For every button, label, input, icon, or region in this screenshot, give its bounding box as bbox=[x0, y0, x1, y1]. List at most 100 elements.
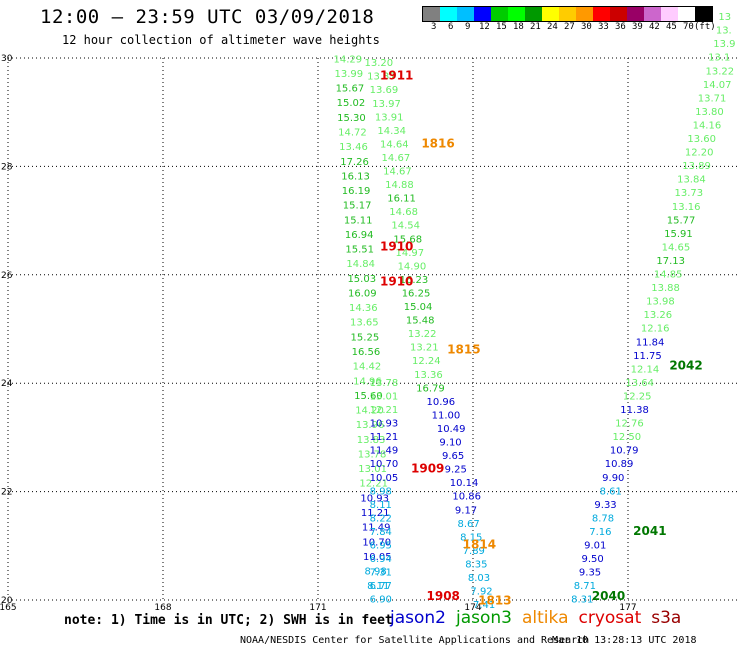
wave-height-value: 16.09 bbox=[348, 288, 377, 299]
wave-height-value: 7.16 bbox=[589, 527, 611, 538]
wave-height-value: 13.01 bbox=[370, 391, 399, 402]
wave-height-value: 11.84 bbox=[636, 337, 665, 348]
color-scale-label: 45 bbox=[666, 22, 677, 32]
wave-height-value: 16.79 bbox=[416, 383, 445, 394]
wave-height-value: 9.01 bbox=[584, 541, 606, 552]
color-scale-bar bbox=[422, 6, 713, 22]
wave-height-value: 8.15 bbox=[460, 532, 482, 543]
page-subtitle: 12 hour collection of altimeter wave hei… bbox=[62, 33, 380, 47]
wave-height-value: 10.96 bbox=[427, 397, 456, 408]
pass-time-label: 1816 bbox=[421, 136, 454, 150]
wave-height-value: 15.03 bbox=[347, 274, 376, 285]
wave-height-value: 15.51 bbox=[345, 245, 374, 256]
y-tick-label: 28 bbox=[1, 162, 13, 172]
wave-height-value: 10.89 bbox=[605, 459, 634, 470]
color-swatch bbox=[542, 7, 559, 21]
x-tick-label: 171 bbox=[309, 603, 326, 613]
wave-height-value: 8.71 bbox=[574, 581, 596, 592]
y-tick-label: 30 bbox=[1, 54, 13, 64]
color-swatch bbox=[423, 7, 440, 21]
color-scale-label: 6 bbox=[448, 22, 454, 32]
wave-height-value: 8.11 bbox=[370, 500, 392, 511]
wave-height-value: 16.19 bbox=[342, 186, 371, 197]
color-swatch bbox=[474, 7, 491, 21]
wave-height-value: 13 bbox=[718, 12, 731, 23]
wave-height-value: 10.49 bbox=[437, 424, 466, 435]
wave-height-value: 15.68 bbox=[393, 234, 422, 245]
wave-height-value: 11.49 bbox=[370, 446, 399, 457]
wave-height-value: 11.38 bbox=[620, 405, 649, 416]
wave-height-value: 13.16 bbox=[672, 202, 701, 213]
wave-height-value: 14.54 bbox=[391, 221, 420, 232]
wave-height-value: 14.07 bbox=[703, 80, 732, 91]
wave-height-value: 12.21 bbox=[359, 479, 388, 490]
color-scale-label: 24 bbox=[547, 22, 558, 32]
wave-height-value: 10.70 bbox=[370, 459, 399, 470]
wave-height-value: 11.21 bbox=[370, 432, 399, 443]
wave-height-value: 7.92 bbox=[470, 587, 492, 598]
pass-time-label: 1911 bbox=[380, 69, 413, 83]
wave-height-value: 8.31 bbox=[571, 595, 593, 606]
wave-height-value: 14.64 bbox=[380, 139, 409, 150]
wave-height-value: 12.50 bbox=[613, 432, 642, 443]
wave-height-value: 13.1 bbox=[708, 53, 730, 64]
y-tick-label: 24 bbox=[1, 379, 13, 389]
wave-height-value: 16.25 bbox=[402, 288, 431, 299]
wave-height-value: 13.80 bbox=[695, 107, 724, 118]
pass-time-label: 2041 bbox=[633, 524, 666, 538]
color-swatch bbox=[610, 7, 627, 21]
color-swatch bbox=[457, 7, 474, 21]
wave-height-value: 13.98 bbox=[646, 297, 675, 308]
wave-height-value: 13.84 bbox=[677, 175, 706, 186]
wave-height-value: 15.11 bbox=[344, 215, 373, 226]
wave-height-value: 8.67 bbox=[458, 519, 480, 530]
color-swatch bbox=[678, 7, 695, 21]
wave-height-value: 13.89 bbox=[682, 161, 711, 172]
wave-height-value: 9.65 bbox=[442, 451, 464, 462]
wave-height-value: 13.78 bbox=[358, 449, 387, 460]
wave-height-value: 14.72 bbox=[338, 128, 367, 139]
wave-height-value: 13.46 bbox=[339, 142, 368, 153]
pass-time-label: 2040 bbox=[592, 589, 625, 603]
color-swatch bbox=[695, 7, 712, 21]
y-tick-label: 22 bbox=[1, 488, 12, 498]
wave-height-value: 15.91 bbox=[664, 229, 693, 240]
wave-height-value: 12.20 bbox=[685, 148, 714, 159]
wave-height-value: 14.67 bbox=[383, 167, 412, 178]
color-scale-label: 3 bbox=[431, 22, 437, 32]
wave-height-value: 17.26 bbox=[340, 157, 369, 168]
wave-height-value: 14.97 bbox=[396, 248, 425, 259]
wave-height-value: 13.99 bbox=[335, 69, 364, 80]
wave-height-value: 12.76 bbox=[615, 419, 644, 430]
wave-height-value: 6.90 bbox=[370, 595, 392, 606]
wave-height-value: 14.29 bbox=[334, 54, 363, 65]
legend-item-jason3: jason3 bbox=[456, 608, 512, 628]
wave-height-value: 11.00 bbox=[432, 410, 461, 421]
color-scale-label: (ft) bbox=[694, 22, 716, 32]
wave-height-value: 8.03 bbox=[468, 573, 490, 584]
wave-height-value: 13.97 bbox=[372, 99, 401, 110]
wave-height-value: 15.25 bbox=[351, 332, 380, 343]
color-swatch bbox=[627, 7, 644, 21]
legend-item-s3a: s3a bbox=[651, 608, 682, 628]
wave-height-value: 13.21 bbox=[410, 343, 439, 354]
wave-height-value: 7.84 bbox=[370, 527, 392, 538]
color-swatch bbox=[440, 7, 457, 21]
wave-height-value: 13. bbox=[716, 26, 732, 37]
wave-height-value: 13.22 bbox=[706, 66, 735, 77]
pass-time-label: 1908 bbox=[427, 589, 460, 603]
color-scale-label: 39 bbox=[632, 22, 643, 32]
wave-height-value: 13.83 bbox=[357, 435, 386, 446]
wave-height-value: 14.85 bbox=[654, 270, 683, 281]
wave-height-value: 13.65 bbox=[350, 318, 379, 329]
color-swatch bbox=[525, 7, 542, 21]
wave-height-value: 16.13 bbox=[341, 171, 370, 182]
wave-height-value: 8.22 bbox=[370, 513, 392, 524]
wave-height-value: 15.02 bbox=[337, 98, 366, 109]
page-title: 12:00 – 23:59 UTC 03/09/2018 bbox=[40, 6, 375, 28]
legend-item-cryosat: cryosat bbox=[578, 608, 642, 628]
x-tick-label: 177 bbox=[619, 603, 636, 613]
wave-height-value: 13.9 bbox=[713, 39, 735, 50]
color-swatch bbox=[593, 7, 610, 21]
